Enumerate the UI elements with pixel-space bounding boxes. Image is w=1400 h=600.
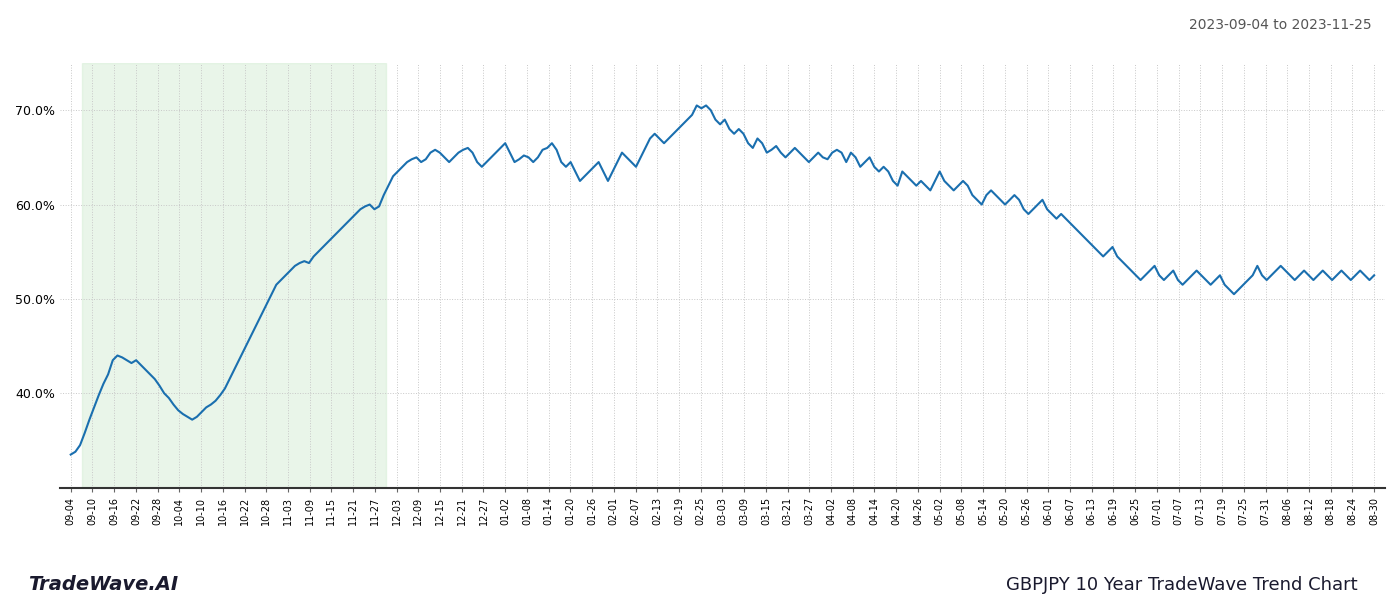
Text: GBPJPY 10 Year TradeWave Trend Chart: GBPJPY 10 Year TradeWave Trend Chart (1007, 576, 1358, 594)
Bar (81, 63, 386, 488)
Text: 2023-09-04 to 2023-11-25: 2023-09-04 to 2023-11-25 (1190, 18, 1372, 32)
Text: TradeWave.AI: TradeWave.AI (28, 575, 178, 594)
